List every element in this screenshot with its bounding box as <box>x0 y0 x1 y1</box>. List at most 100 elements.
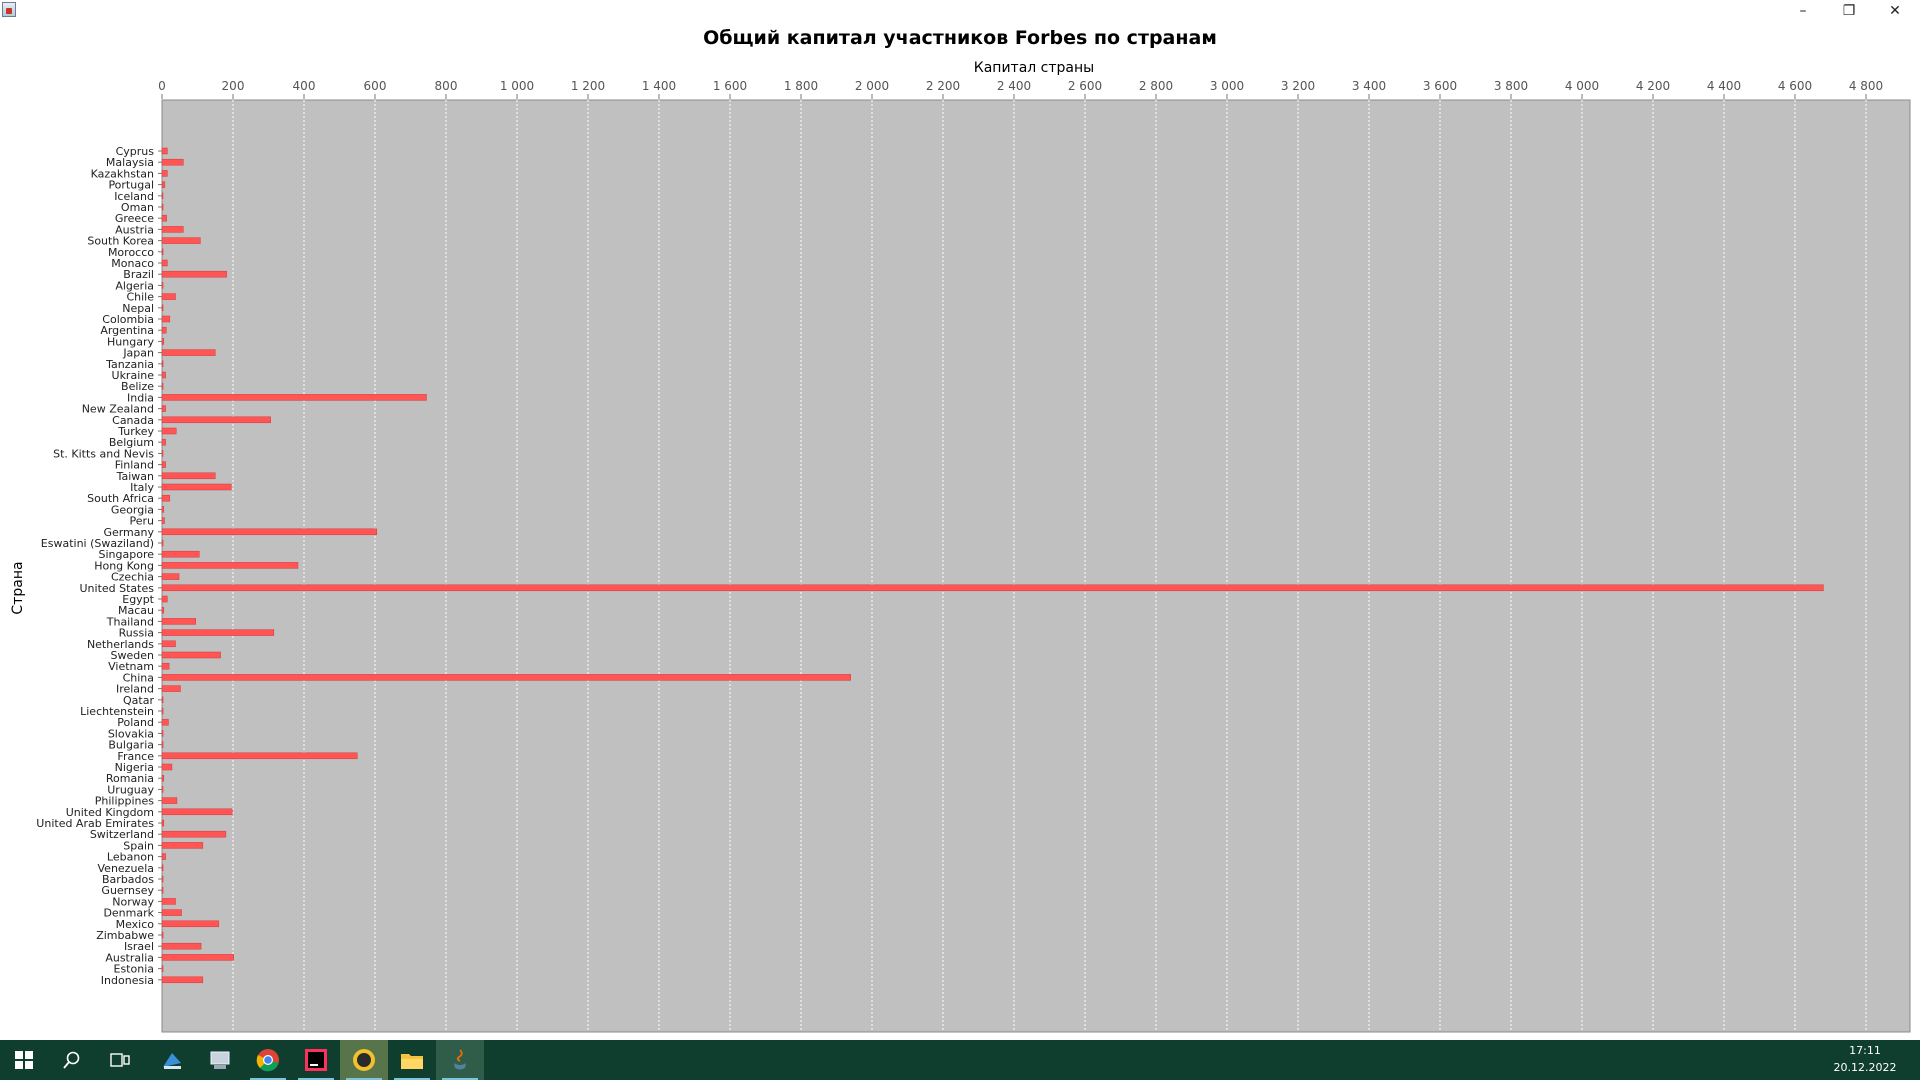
bar <box>161 506 165 513</box>
x-axis-ticks: 0 200 400 600 800 1 000 1 200 1 400 1 600 1 800 2 … <box>158 79 1883 99</box>
x-tick-label: 1 400 <box>642 79 676 93</box>
y-tick-label: Oman <box>121 201 154 214</box>
y-tick-label: Morocco <box>108 246 154 259</box>
y-tick-label: Belize <box>121 380 154 393</box>
y-tick-label: Barbados <box>102 873 154 886</box>
x-tick-label: 4 200 <box>1636 79 1670 93</box>
bar <box>161 741 164 748</box>
y-tick-label: Slovakia <box>108 727 154 740</box>
bar <box>161 360 164 368</box>
bar <box>161 562 299 569</box>
taskbar-java-app[interactable] <box>436 1040 484 1080</box>
taskbar-chrome[interactable] <box>244 1040 292 1080</box>
bar <box>161 584 1824 592</box>
taskbar-app-2[interactable] <box>196 1040 244 1080</box>
maximize-button[interactable]: ❐ <box>1842 3 1856 19</box>
search-icon <box>63 1051 80 1069</box>
bar <box>161 293 176 300</box>
bar <box>161 203 164 211</box>
yellow-app-icon <box>353 1049 375 1071</box>
y-tick-label: South Korea <box>87 235 154 248</box>
bar <box>161 920 220 928</box>
y-tick-label: Estonia <box>114 963 155 976</box>
bar <box>161 830 227 838</box>
x-tick-label: 2 400 <box>997 79 1031 93</box>
x-tick-label: 600 <box>364 79 387 93</box>
x-tick-label: 200 <box>222 79 245 93</box>
taskbar-intellij[interactable] <box>292 1040 340 1080</box>
close-button[interactable]: ✕ <box>1889 3 1901 19</box>
y-tick-label: Spain <box>123 839 154 852</box>
bar <box>161 662 170 670</box>
system-clock[interactable]: 17:11 20.12.2022 <box>1820 1042 1910 1078</box>
y-tick-label: United Kingdom <box>66 806 154 819</box>
bar <box>161 976 204 984</box>
bar <box>161 450 164 457</box>
java-icon <box>454 1049 466 1070</box>
taskbar-file-explorer[interactable] <box>388 1040 436 1080</box>
bar <box>161 640 176 648</box>
y-tick-label: Tanzania <box>105 358 154 371</box>
y-tick-label: Canada <box>112 414 154 427</box>
bar <box>161 774 165 782</box>
bar <box>161 618 196 625</box>
y-tick-label: Italy <box>130 481 154 494</box>
bar <box>161 763 173 771</box>
bars <box>161 147 1824 984</box>
y-tick-label: Russia <box>119 627 154 640</box>
bar <box>161 405 166 412</box>
search-button[interactable] <box>48 1040 96 1080</box>
computer-app-icon <box>210 1051 230 1069</box>
y-tick-label: Bulgaria <box>108 739 154 752</box>
bar <box>161 472 216 480</box>
bar <box>161 942 202 950</box>
y-tick-label: Indonesia <box>101 974 154 987</box>
clock-time: 17:11 <box>1849 1044 1881 1057</box>
y-tick-label: United Arab Emirates <box>36 817 154 830</box>
bar <box>161 573 180 580</box>
minimize-button[interactable]: – <box>1799 3 1807 19</box>
y-tick-label: New Zealand <box>82 403 154 416</box>
bar <box>161 696 164 704</box>
y-tick-label: India <box>127 391 154 404</box>
y-tick-label: Poland <box>117 716 154 729</box>
bar <box>161 875 164 883</box>
y-tick-label: Lebanon <box>107 851 154 864</box>
bar <box>161 965 164 972</box>
x-axis-label: Капитал страны <box>974 60 1094 76</box>
x-tick-label: 3 400 <box>1352 79 1386 93</box>
y-tick-label: Egypt <box>122 593 154 606</box>
bar <box>161 685 181 692</box>
y-tick-label: Finland <box>115 459 154 472</box>
task-view-button[interactable] <box>96 1040 144 1080</box>
start-button[interactable] <box>0 1040 48 1080</box>
x-tick-label: 800 <box>435 79 458 93</box>
taskbar-app-1[interactable] <box>148 1040 196 1080</box>
taskbar-yellow-app[interactable] <box>340 1040 388 1080</box>
y-tick-label: Uruguay <box>107 783 154 796</box>
bar <box>161 931 164 939</box>
bar <box>161 483 232 491</box>
java-app-icon[interactable] <box>2 2 16 17</box>
bar <box>161 842 204 849</box>
x-tick-label: 4 000 <box>1565 79 1599 93</box>
bar <box>161 438 166 446</box>
chart-title: Общий капитал участников Forbes по стран… <box>703 27 1217 49</box>
y-tick-label: Switzerland <box>90 828 154 841</box>
y-tick-label: Georgia <box>111 503 154 516</box>
bar <box>161 248 164 256</box>
y-tick-label: Czechia <box>111 571 154 584</box>
y-tick-label: Eswatini (Swaziland) <box>41 537 154 550</box>
bar <box>161 539 164 547</box>
bar <box>161 752 358 760</box>
y-tick-label: Malaysia <box>106 156 154 169</box>
y-tick-label: Monaco <box>111 257 154 270</box>
bar <box>161 170 168 177</box>
y-tick-label: Romania <box>106 772 154 785</box>
y-tick-label: Israel <box>124 940 154 953</box>
y-tick-label: Nepal <box>122 302 154 315</box>
y-tick-label: Greece <box>115 212 154 225</box>
bar <box>161 181 166 188</box>
y-tick-label: Vietnam <box>108 660 154 673</box>
x-tick-label: 2 600 <box>1068 79 1102 93</box>
